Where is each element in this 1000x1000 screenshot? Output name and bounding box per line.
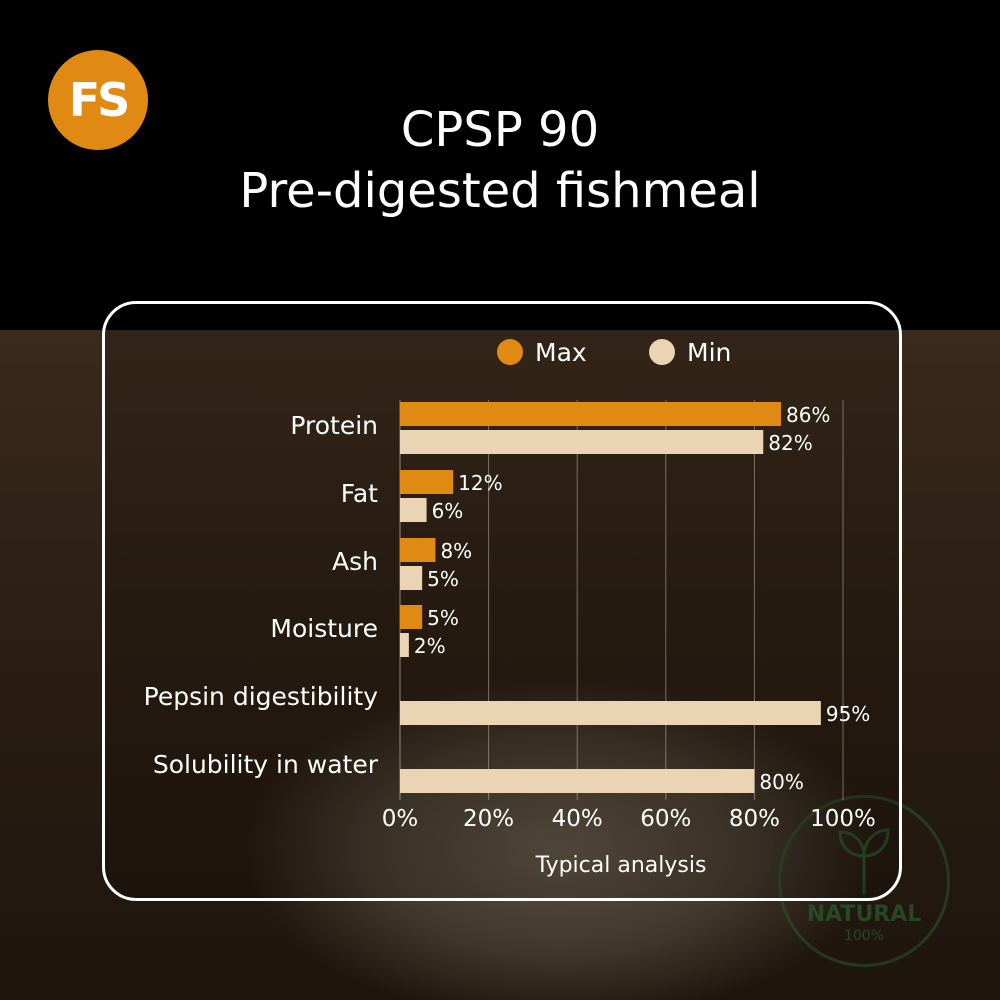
category-label: Solubility in water: [153, 750, 379, 779]
category-label: Fat: [341, 479, 378, 508]
category-label: Ash: [332, 547, 378, 576]
data-label: 86%: [786, 403, 830, 427]
bar-max: [400, 402, 781, 426]
page-title: CPSP 90 Pre-digested fishmeal: [0, 100, 1000, 223]
legend-label-max: Max: [535, 338, 587, 367]
data-label: 80%: [759, 770, 803, 794]
category-label: Protein: [290, 411, 378, 440]
bar-max: [400, 605, 423, 629]
badge-line-1: NATURAL: [806, 902, 922, 927]
bar-max: [400, 538, 436, 562]
x-tick-label: 100%: [810, 806, 876, 832]
top-background: [0, 0, 1000, 330]
title-line-1: CPSP 90: [400, 102, 600, 158]
natural-badge: NATURAL 100%: [778, 795, 950, 967]
bar-min: [400, 430, 764, 454]
category-label: Moisture: [270, 614, 378, 643]
x-axis-title: Typical analysis: [535, 853, 707, 878]
badge-line-2: 100%: [843, 928, 885, 944]
fs-logo: FS: [48, 50, 148, 150]
bar-min: [400, 633, 409, 657]
data-label: 5%: [427, 606, 459, 630]
data-label: 8%: [440, 539, 472, 563]
bar-min: [400, 498, 427, 522]
category-label: Pepsin digestibility: [144, 682, 379, 711]
logo-text: FS: [68, 73, 131, 127]
x-tick-label: 20%: [463, 806, 514, 832]
chart-panel: [102, 301, 902, 901]
bar-min: [400, 701, 821, 725]
bar-min: [400, 566, 423, 590]
legend-label-min: Min: [687, 338, 731, 367]
data-label: 6%: [432, 499, 464, 523]
data-label: 5%: [427, 567, 459, 591]
data-label: 2%: [414, 634, 446, 658]
data-label: 12%: [458, 471, 502, 495]
leaf-icon: [838, 828, 890, 894]
bar-max: [400, 470, 454, 494]
title-line-2: Pre-digested fishmeal: [239, 163, 761, 220]
data-label: 95%: [826, 702, 870, 726]
x-tick-label: 40%: [552, 806, 603, 832]
legend-marker-max: [497, 339, 523, 365]
x-tick-label: 0%: [382, 806, 419, 832]
data-label: 82%: [768, 431, 812, 455]
x-tick-label: 60%: [640, 806, 691, 832]
legend-marker-min: [649, 339, 675, 365]
x-tick-label: 80%: [729, 806, 780, 832]
bar-min: [400, 769, 755, 793]
